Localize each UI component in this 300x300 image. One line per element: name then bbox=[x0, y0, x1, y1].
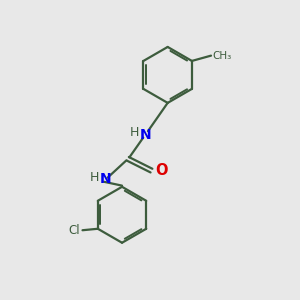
Text: N: N bbox=[100, 172, 112, 186]
Text: CH₃: CH₃ bbox=[212, 51, 232, 61]
Text: H: H bbox=[130, 126, 139, 139]
Text: H: H bbox=[90, 171, 99, 184]
Text: Cl: Cl bbox=[68, 224, 80, 237]
Text: N: N bbox=[140, 128, 152, 142]
Text: O: O bbox=[156, 163, 168, 178]
